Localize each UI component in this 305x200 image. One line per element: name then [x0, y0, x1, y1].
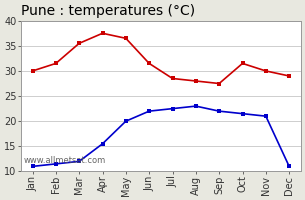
Text: www.allmetsat.com: www.allmetsat.com	[23, 156, 106, 165]
Text: Pune : temperatures (°C): Pune : temperatures (°C)	[21, 4, 195, 18]
